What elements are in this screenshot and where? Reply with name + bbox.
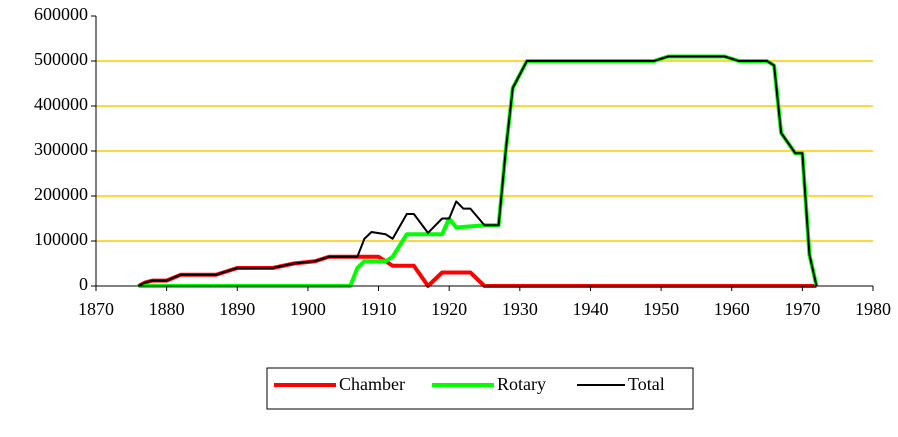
legend-box [266,367,694,410]
x-tick-label: 1890 [219,299,255,319]
series-line [138,54,819,288]
lines [137,54,819,288]
x-tick-label: 1960 [714,299,750,319]
legend-label: Rotary [497,374,546,394]
x-tick-label: 1950 [643,299,679,319]
axes: 0 100000 200000 300000 400000 500000 600000 187… [34,4,891,319]
y-tick-label: 200000 [34,184,88,204]
x-tick-label: 1930 [502,299,538,319]
x-tick-label: 1910 [361,299,397,319]
legend: Chamber Rotary Total [274,374,665,394]
x-tick-label: 1970 [784,299,820,319]
legend-label: Total [628,374,665,394]
x-tick-label: 1900 [290,299,326,319]
legend-label: Chamber [339,374,405,394]
x-tick-label: 1880 [149,299,185,319]
series-line [137,254,817,288]
y-tick-label: 600000 [34,4,88,24]
y-tick-label: 300000 [34,139,88,159]
y-tick-label: 500000 [34,49,88,69]
y-tick-label: 0 [79,274,88,294]
x-tick-label: 1980 [855,299,891,319]
x-tick-label: 1920 [431,299,467,319]
series-line [137,55,818,287]
y-tick-label: 400000 [34,94,88,114]
grid [96,60,873,242]
x-tick-label: 1940 [572,299,608,319]
x-tick-label: 1870 [78,299,114,319]
y-tick-label: 100000 [34,229,88,249]
